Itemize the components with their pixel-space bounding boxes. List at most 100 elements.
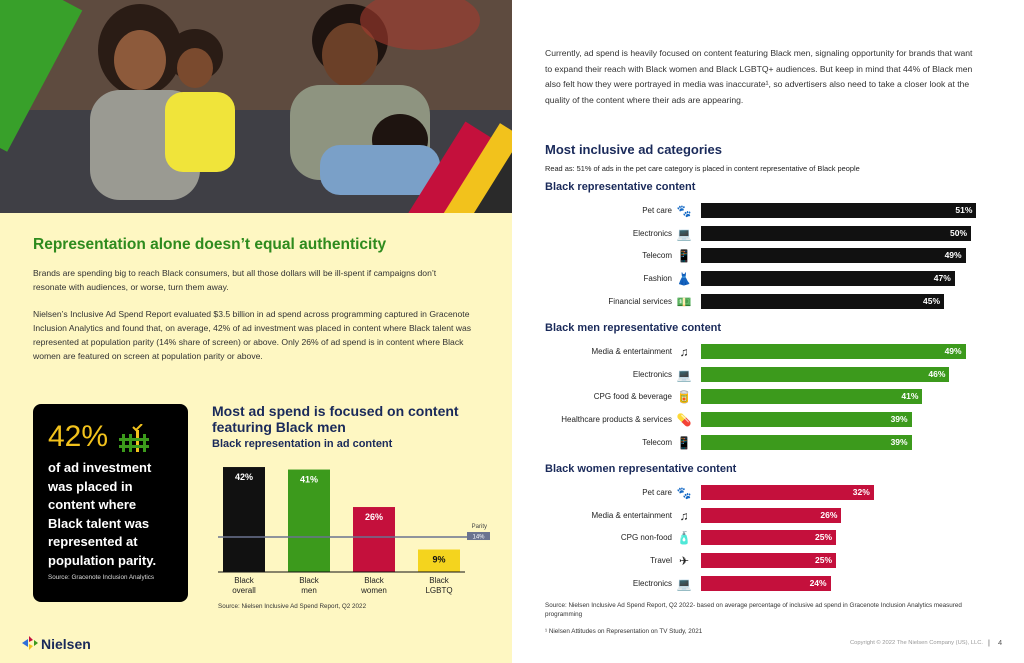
category-label-2: Black — [364, 576, 385, 585]
stat-card: 42% of ad investment was placed in conte… — [33, 404, 188, 602]
family-photo-illustration — [0, 0, 512, 213]
dress-icon: 👗 — [676, 272, 692, 287]
read-as-note: Read as: 51% of ads in the pet care cate… — [545, 164, 860, 173]
bar-value-label: 45% — [922, 295, 940, 306]
bar: 50% — [701, 225, 971, 241]
right-intro: Currently, ad spend is heavily focused o… — [545, 48, 973, 105]
bar-value-label: 39% — [890, 436, 908, 447]
category-label: Telecom — [642, 437, 672, 447]
food-icon: 🥫 — [676, 390, 692, 405]
category-label: Media & entertainment — [591, 347, 673, 356]
bar: 26% — [701, 507, 842, 523]
nielsen-logo-icon — [22, 636, 38, 650]
bar-value-label: 24% — [809, 577, 827, 588]
category-label: CPG food & beverage — [593, 392, 672, 402]
bar-label-1: 41% — [300, 475, 318, 485]
chart-title-0: Black representative content — [545, 181, 696, 193]
page-heading: Representation alone doesn’t equal authe… — [33, 236, 387, 253]
bar-3 — [418, 549, 460, 572]
category-label: Electronics — [632, 369, 672, 379]
money-icon: 💵 — [676, 294, 692, 309]
bar-value-label: 51% — [955, 205, 973, 215]
laptop-icon: 💻 — [676, 367, 692, 382]
category-label: Fashion — [643, 274, 672, 284]
category-label-0: overall — [232, 586, 256, 595]
paw-icon: 🐾 — [676, 204, 692, 218]
bar-0 — [223, 467, 265, 572]
bar-value-label: 26% — [820, 509, 838, 520]
category-label-1: Black — [299, 576, 320, 585]
category-label: Pet care — [642, 488, 672, 497]
bar: 49% — [701, 344, 966, 359]
chart-source: Source: Nielsen Inclusive Ad Spend Repor… — [218, 603, 367, 610]
bar-1 — [288, 469, 330, 572]
category-label: Pet care — [642, 206, 672, 215]
page-number: 4 — [998, 638, 1003, 647]
section-title: Most inclusive ad categories — [545, 142, 723, 157]
music-icon: ♫ — [679, 345, 689, 359]
bar: 46% — [701, 366, 950, 382]
stat-text: of ad investment was placed in content w… — [48, 460, 157, 568]
vertical-bar-chart: 42%Blackoverall41%Blackmen26%Blackwomen9… — [218, 467, 490, 595]
bar: 45% — [701, 293, 944, 309]
category-label: Media & entertainment — [591, 510, 673, 520]
chart-title-1: Black men representative content — [545, 322, 722, 334]
chart-subtitle: Black representation in ad content — [212, 438, 393, 450]
category-label: Electronics — [632, 228, 672, 238]
bar-value-label: 39% — [890, 414, 908, 425]
category-label: Telecom — [642, 251, 672, 261]
left-page: Representation alone doesn’t equal authe… — [0, 0, 512, 663]
spray-icon: 🧴 — [676, 531, 692, 546]
category-label: Electronics — [632, 578, 672, 588]
category-label-2: women — [360, 586, 387, 595]
laptop-icon: 💻 — [676, 576, 692, 591]
bar-value-label: 47% — [933, 273, 951, 284]
nielsen-logo-text: Nielsen — [41, 636, 91, 652]
medicine-icon: 💊 — [676, 413, 692, 428]
bar: 49% — [701, 248, 966, 264]
phone-icon: 📱 — [676, 435, 692, 450]
family-photo — [0, 0, 512, 213]
bar: 25% — [701, 530, 836, 546]
fence-icon — [119, 423, 149, 452]
bar-value-label: 49% — [944, 346, 962, 356]
paw-icon: 🐾 — [676, 486, 692, 500]
chart-title: Most ad spend is focused on content feat… — [212, 403, 459, 435]
category-label-1: men — [301, 586, 317, 595]
category-label: Travel — [650, 556, 672, 566]
copyright: Copyright © 2022 The Nielsen Company (US… — [850, 640, 984, 646]
bar-label-0: 42% — [235, 472, 253, 482]
stat-source: Source: Gracenote Inclusion Analytics — [48, 574, 155, 581]
bar: 32% — [701, 485, 874, 500]
bar-value-label: 32% — [852, 487, 870, 497]
plane-icon: ✈ — [678, 554, 690, 569]
bar-value-label: 50% — [949, 227, 967, 238]
footnote: ¹ Nielsen Attitudes on Representation on… — [545, 628, 703, 635]
bar-label-3: 9% — [432, 555, 445, 565]
category-label-3: Black — [429, 576, 450, 585]
phone-icon: 📱 — [676, 249, 692, 264]
stat-value: 42% — [48, 420, 109, 453]
bar-value-label: 25% — [814, 532, 832, 543]
findings-paragraph: Nielsen’s Inclusive Ad Spend Report eval… — [33, 309, 472, 361]
bar: 41% — [701, 389, 923, 405]
right-page: Currently, ad spend is heavily focused o… — [512, 0, 1024, 663]
bar-2 — [353, 507, 395, 572]
music-icon: ♫ — [679, 508, 689, 523]
category-label: Healthcare products & services — [561, 415, 672, 425]
category-label: Financial services — [608, 296, 672, 306]
bar-value-label: 41% — [901, 391, 919, 402]
intro-paragraph: Brands are spending big to reach Black c… — [33, 268, 437, 292]
bar: 47% — [701, 271, 955, 287]
bar: 39% — [701, 434, 912, 450]
bar: 39% — [701, 412, 912, 428]
bar-label-2: 26% — [365, 512, 383, 522]
bar: 25% — [701, 553, 836, 569]
bar-value-label: 25% — [814, 555, 832, 566]
category-label-0: Black — [234, 576, 255, 585]
category-label-3: LGBTQ — [425, 586, 452, 595]
right-source: Source: Nielsen Inclusive Ad Spend Repor… — [545, 602, 962, 618]
chart-title-2: Black women representative content — [545, 463, 737, 475]
parity-badge — [467, 532, 490, 541]
bar: 51% — [701, 203, 977, 218]
